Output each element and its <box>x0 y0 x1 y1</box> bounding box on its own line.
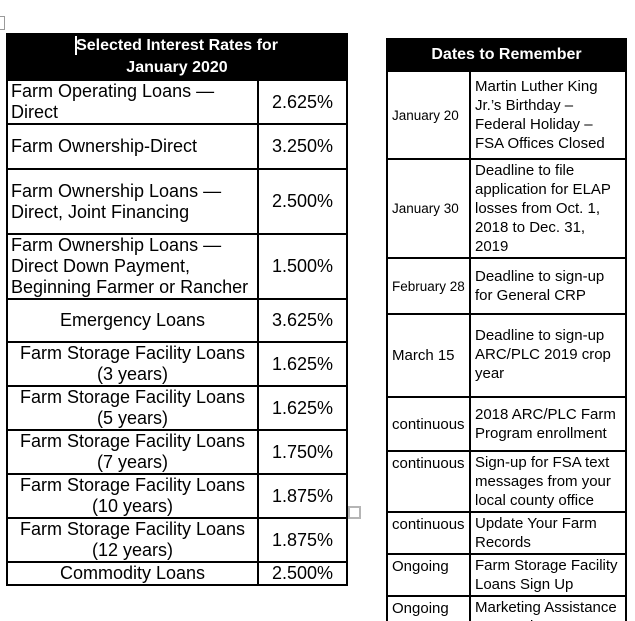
table-row: Ongoing Marketing Assistance Loans Sign … <box>386 595 627 621</box>
loan-type-cell[interactable]: Farm Storage Facility Loans (7 years) <box>6 429 259 475</box>
table-row: January 30 Deadline to file application … <box>386 158 627 259</box>
event-cell[interactable]: Deadline to file application for ELAP lo… <box>469 158 627 259</box>
dates-to-remember-table: Dates to Remember January 20 Martin Luth… <box>386 38 627 621</box>
loan-rate-cell[interactable]: 1.875% <box>257 473 348 519</box>
table-row: Farm Ownership Loans — Direct Down Payme… <box>6 233 348 300</box>
interest-rates-table: Selected Interest Rates for January 2020… <box>6 33 348 586</box>
loan-type-cell[interactable]: Emergency Loans <box>6 298 259 343</box>
loan-type-cell[interactable]: Farm Storage Facility Loans (5 years) <box>6 385 259 431</box>
loan-type-cell[interactable]: Farm Storage Facility Loans (12 years) <box>6 517 259 563</box>
loan-type-cell[interactable]: Farm Storage Facility Loans (3 years) <box>6 341 259 387</box>
event-cell[interactable]: Deadline to sign-up for General CRP <box>469 257 627 315</box>
date-cell[interactable]: January 20 <box>386 70 471 160</box>
table-row: continuous Update Your Farm Records <box>386 511 627 555</box>
loan-rate-cell[interactable]: 3.625% <box>257 298 348 343</box>
loan-type-cell[interactable]: Farm Ownership Loans — Direct Down Payme… <box>6 233 259 300</box>
loan-rate-cell[interactable]: 1.875% <box>257 517 348 563</box>
interest-rates-title: Selected Interest Rates for January 2020 <box>6 33 348 81</box>
event-cell[interactable]: Farm Storage Facility Loans Sign Up <box>469 553 627 597</box>
loan-rate-cell[interactable]: 3.250% <box>257 123 348 170</box>
event-cell[interactable]: Marketing Assistance Loans Sign Up <box>469 595 627 621</box>
event-cell[interactable]: 2018 ARC/PLC Farm Program enrollment <box>469 396 627 452</box>
table-header-row: Dates to Remember <box>386 38 627 72</box>
loan-rate-cell[interactable]: 2.500% <box>257 168 348 235</box>
dates-to-remember-title: Dates to Remember <box>386 38 627 72</box>
loan-rate-cell[interactable]: 2.500% <box>257 561 348 586</box>
table-row: Farm Operating Loans — Direct 2.625% <box>6 79 348 125</box>
table-row: Farm Storage Facility Loans (7 years) 1.… <box>6 429 348 475</box>
loan-rate-cell[interactable]: 1.500% <box>257 233 348 300</box>
table-row: Emergency Loans 3.625% <box>6 298 348 343</box>
event-cell[interactable]: Sign-up for FSA text messages from your … <box>469 450 627 513</box>
table-row: Farm Storage Facility Loans (10 years) 1… <box>6 473 348 519</box>
loan-type-cell[interactable]: Farm Operating Loans — Direct <box>6 79 259 125</box>
date-cell[interactable]: March 15 <box>386 313 471 398</box>
text-cursor <box>75 36 77 55</box>
table-header-row: Selected Interest Rates for January 2020 <box>6 33 348 81</box>
table-row: Farm Ownership Loans — Direct, Joint Fin… <box>6 168 348 235</box>
event-cell[interactable]: Update Your Farm Records <box>469 511 627 555</box>
date-cell[interactable]: February 28 <box>386 257 471 315</box>
date-cell[interactable]: continuous <box>386 511 471 555</box>
page-corner-marker <box>0 16 5 30</box>
table-row: March 15 Deadline to sign-up ARC/PLC 201… <box>386 313 627 398</box>
table-resize-handle[interactable] <box>348 506 361 519</box>
date-cell[interactable]: continuous <box>386 396 471 452</box>
table-row: Farm Ownership-Direct 3.250% <box>6 123 348 170</box>
loan-type-cell[interactable]: Farm Ownership-Direct <box>6 123 259 170</box>
event-cell[interactable]: Deadline to sign-up ARC/PLC 2019 crop ye… <box>469 313 627 398</box>
loan-type-cell[interactable]: Farm Storage Facility Loans (10 years) <box>6 473 259 519</box>
date-cell[interactable]: Ongoing <box>386 595 471 621</box>
table-row: continuous Sign-up for FSA text messages… <box>386 450 627 513</box>
table-row: Farm Storage Facility Loans (5 years) 1.… <box>6 385 348 431</box>
table-row: Ongoing Farm Storage Facility Loans Sign… <box>386 553 627 597</box>
table-row: Commodity Loans 2.500% <box>6 561 348 586</box>
table-row: January 20 Martin Luther King Jr.’s Birt… <box>386 70 627 160</box>
table-row: Farm Storage Facility Loans (3 years) 1.… <box>6 341 348 387</box>
loan-type-cell[interactable]: Commodity Loans <box>6 561 259 586</box>
date-cell[interactable]: Ongoing <box>386 553 471 597</box>
loan-rate-cell[interactable]: 1.625% <box>257 341 348 387</box>
table-row: February 28 Deadline to sign-up for Gene… <box>386 257 627 315</box>
loan-rate-cell[interactable]: 2.625% <box>257 79 348 125</box>
date-cell[interactable]: January 30 <box>386 158 471 259</box>
loan-type-cell[interactable]: Farm Ownership Loans — Direct, Joint Fin… <box>6 168 259 235</box>
loan-rate-cell[interactable]: 1.750% <box>257 429 348 475</box>
loan-rate-cell[interactable]: 1.625% <box>257 385 348 431</box>
date-cell[interactable]: continuous <box>386 450 471 513</box>
table-row: continuous 2018 ARC/PLC Farm Program enr… <box>386 396 627 452</box>
event-cell[interactable]: Martin Luther King Jr.’s Birthday – Fede… <box>469 70 627 160</box>
table-row: Farm Storage Facility Loans (12 years) 1… <box>6 517 348 563</box>
